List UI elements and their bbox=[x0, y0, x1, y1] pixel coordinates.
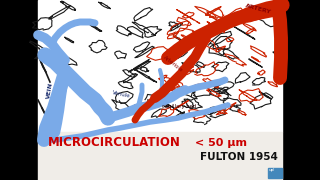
Text: MICROCIRCULATION: MICROCIRCULATION bbox=[48, 136, 181, 149]
Text: FULTON 1954: FULTON 1954 bbox=[200, 152, 278, 162]
Text: upl: upl bbox=[269, 168, 276, 172]
Text: Arteriole: Arteriole bbox=[162, 55, 184, 73]
Text: Venule: Venule bbox=[112, 90, 131, 99]
Text: VEIN: VEIN bbox=[46, 81, 54, 99]
Bar bbox=[38, 132, 282, 180]
Bar bbox=[38, 0, 282, 132]
Text: < 50 μm: < 50 μm bbox=[195, 138, 247, 148]
Text: ARTERY: ARTERY bbox=[245, 3, 272, 15]
Bar bbox=[268, 168, 282, 178]
Text: capillary bed: capillary bed bbox=[162, 104, 196, 109]
